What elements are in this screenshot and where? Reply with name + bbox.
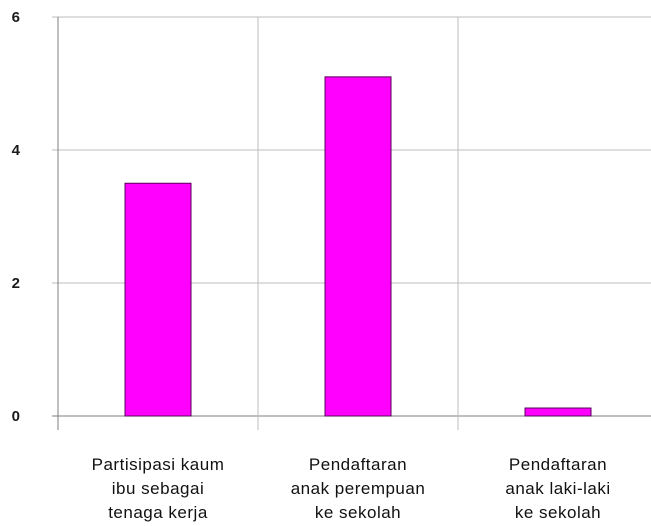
bar bbox=[524, 407, 592, 417]
y-tick-label: 2 bbox=[12, 275, 20, 292]
x-category-label-line: anak perempuan bbox=[291, 479, 426, 498]
bars bbox=[124, 76, 592, 417]
x-category-label-line: tenaga kerja bbox=[108, 503, 208, 522]
x-category-label-line: Pendaftaran bbox=[309, 455, 407, 474]
x-category-label-line: ke sekolah bbox=[515, 503, 601, 522]
x-category-label-line: anak laki-laki bbox=[505, 479, 610, 498]
bar bbox=[324, 76, 392, 417]
y-tick-label: 0 bbox=[12, 408, 20, 425]
x-category-label-line: ke sekolah bbox=[315, 503, 401, 522]
x-category-label: Pendaftaran anak perempuan ke sekolah bbox=[291, 455, 426, 522]
y-tick-label: 4 bbox=[12, 142, 21, 159]
x-category-labels: Partisipasi kaum ibu sebagai tenaga kerjaP… bbox=[92, 455, 610, 522]
x-category-label-line: ibu sebagai bbox=[112, 479, 204, 498]
x-category-label: Pendaftaran anak laki-laki ke sekolah bbox=[505, 455, 610, 522]
x-category-label-line: Pendaftaran bbox=[509, 455, 607, 474]
bar bbox=[124, 182, 192, 417]
x-category-label-line: Partisipasi kaum bbox=[92, 455, 225, 474]
x-category-label: Partisipasi kaum ibu sebagai tenaga kerja bbox=[92, 455, 225, 522]
y-tick-label: 6 bbox=[12, 9, 20, 26]
y-tick-labels: 0 2 4 6 bbox=[12, 9, 21, 425]
